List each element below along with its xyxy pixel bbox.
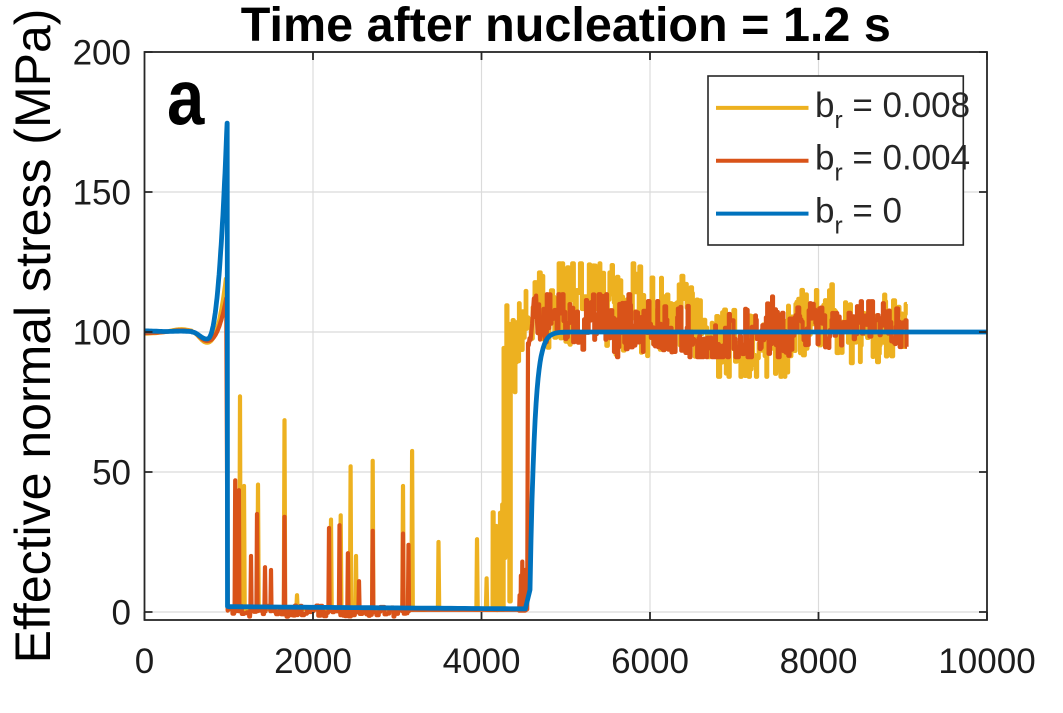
svg-text:6000: 6000 — [611, 642, 689, 681]
svg-text:0: 0 — [112, 594, 131, 633]
svg-text:Time after nucleation = 1.2 s: Time after nucleation = 1.2 s — [241, 0, 891, 52]
svg-text:50: 50 — [92, 454, 131, 493]
svg-text:2000: 2000 — [274, 642, 352, 681]
svg-text:200: 200 — [73, 34, 131, 73]
svg-text:8000: 8000 — [780, 642, 858, 681]
svg-text:100: 100 — [73, 314, 131, 353]
svg-text:4000: 4000 — [443, 642, 521, 681]
svg-text:Effective normal stress (MPa): Effective normal stress (MPa) — [5, 9, 61, 664]
svg-text:10000: 10000 — [938, 642, 1035, 681]
svg-text:0: 0 — [135, 642, 154, 681]
svg-text:a: a — [167, 54, 205, 141]
svg-text:150: 150 — [73, 174, 131, 213]
